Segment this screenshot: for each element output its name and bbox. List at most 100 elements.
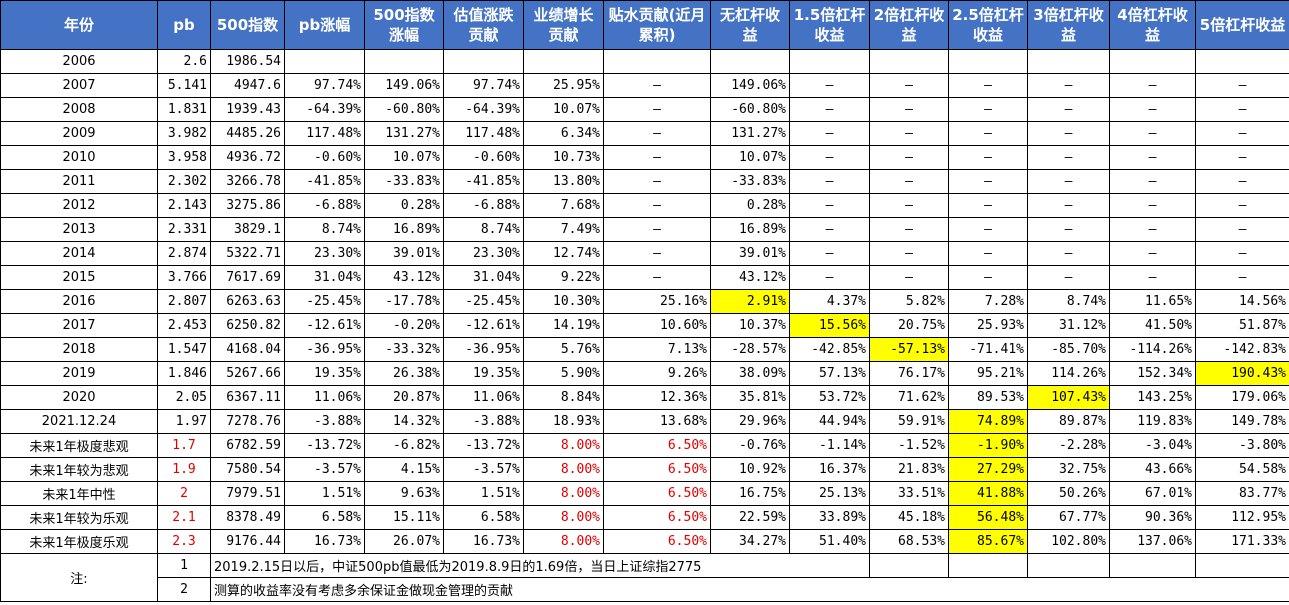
cell-return-1-5x: – — [789, 217, 870, 242]
cell-return-3x: 102.80% — [1027, 529, 1110, 554]
cell-year: 2013 — [0, 217, 158, 242]
cell-return-5x — [1195, 49, 1289, 74]
cell-return-2x: – — [869, 73, 949, 98]
cell-index: 7617.69 — [210, 265, 285, 290]
cell-valuation: -6.88% — [443, 193, 524, 218]
cell-pb-change: 97.74% — [284, 73, 365, 98]
cell-return-1x: 34.27% — [710, 529, 790, 554]
cell-earnings: 7.68% — [523, 193, 604, 218]
cell-index: 5322.71 — [210, 241, 285, 266]
cell-index: 4936.72 — [210, 145, 285, 170]
cell-return-3x: 31.12% — [1027, 313, 1110, 338]
cell-pb: 1.97 — [157, 409, 211, 434]
cell-return-1x: 131.27% — [710, 121, 790, 146]
cell-return-1-5x: 51.40% — [789, 529, 870, 554]
cell-index-change: 26.38% — [364, 361, 444, 386]
cell-earnings: 18.93% — [523, 409, 604, 434]
cell-index-change: 9.63% — [364, 481, 444, 506]
cell-year: 2021.12.24 — [0, 409, 158, 434]
cell-valuation: 8.74% — [443, 217, 524, 242]
header-return-1-5x: 1.5倍杠杆收益 — [789, 0, 870, 50]
cell-pb-change: -3.88% — [284, 409, 365, 434]
cell-discount: 13.68% — [603, 409, 711, 434]
cell-return-2-5x: – — [948, 193, 1028, 218]
cell-earnings: 7.49% — [523, 217, 604, 242]
table-row: 2007 5.141 4947.6 97.74% 149.06% 97.74% 25.95%… — [0, 73, 1289, 98]
cell-index: 1986.54 — [210, 49, 285, 74]
table-row: 2014 2.874 5322.71 23.30% 39.01% 23.30% 12.74%… — [0, 241, 1289, 266]
cell-earnings: 5.90% — [523, 361, 604, 386]
cell-earnings: 5.76% — [523, 337, 604, 362]
cell-earnings: 25.95% — [523, 73, 604, 98]
cell-return-2x: 45.18% — [869, 505, 949, 530]
cell-return-4x — [1109, 49, 1196, 74]
cell-return-5x: – — [1195, 121, 1289, 146]
cell-return-4x: 41.50% — [1109, 313, 1196, 338]
cell-return-4x: – — [1109, 217, 1196, 242]
cell-earnings: 9.22% — [523, 265, 604, 290]
cell-return-2x: – — [869, 97, 949, 122]
cell-pb: 1.547 — [157, 337, 211, 362]
cell-return-4x: 152.34% — [1109, 361, 1196, 386]
cell-return-1x: -0.76% — [710, 433, 790, 458]
cell-index-change: -0.20% — [364, 313, 444, 338]
table-row: 2010 3.958 4936.72 -0.60% 10.07% -0.60% 10.73%… — [0, 145, 1289, 170]
cell-index-change: 131.27% — [364, 121, 444, 146]
table-row: 2016 2.807 6263.63 -25.45% -17.78% -25.45% 10.… — [0, 289, 1289, 314]
cell-return-4x: – — [1109, 193, 1196, 218]
cell-valuation: 117.48% — [443, 121, 524, 146]
cell-pb-change — [284, 49, 365, 74]
header-index-change: 500指数涨幅 — [364, 0, 444, 50]
cell-return-1-5x: 15.56% — [789, 313, 870, 338]
cell-return-1x: 0.28% — [710, 193, 790, 218]
cell-discount: 7.13% — [603, 337, 711, 362]
cell-valuation: 19.35% — [443, 361, 524, 386]
cell-return-2x: -57.13% — [869, 337, 949, 362]
cell-return-4x: -3.04% — [1109, 433, 1196, 458]
cell-index-change: 43.12% — [364, 265, 444, 290]
note-row: 2 测算的收益率没有考虑多余保证金做现金管理的贡献 — [1, 577, 1289, 602]
cell-return-2-5x: – — [948, 217, 1028, 242]
cell-valuation: -12.61% — [443, 313, 524, 338]
header-valuation: 估值涨跌贡献 — [443, 0, 524, 50]
table-row: 2017 2.453 6250.82 -12.61% -0.20% -12.61% 14.1… — [0, 313, 1289, 338]
cell-return-3x — [1027, 49, 1110, 74]
cell-index-change: 39.01% — [364, 241, 444, 266]
cell-return-1x: 43.12% — [710, 265, 790, 290]
table-row: 2008 1.831 1939.43 -64.39% -60.80% -64.39% 10.… — [0, 97, 1289, 122]
cell-return-3x: 107.43% — [1027, 385, 1110, 410]
cell-index: 3275.86 — [210, 193, 285, 218]
cell-return-4x: – — [1109, 73, 1196, 98]
cell-return-2-5x: – — [948, 265, 1028, 290]
table-row: 2020 2.05 6367.11 11.06% 20.87% 11.06% 8.84% 12… — [0, 385, 1289, 410]
cell-pb-change: 23.30% — [284, 241, 365, 266]
header-return-2x: 2倍杠杆收益 — [869, 0, 949, 50]
cell-return-2-5x: 56.48% — [948, 505, 1028, 530]
cell-earnings: 13.80% — [523, 169, 604, 194]
cell-index: 4485.26 — [210, 121, 285, 146]
cell-index-change: -33.32% — [364, 337, 444, 362]
cell-discount: – — [603, 121, 711, 146]
cell-return-3x: 67.77% — [1027, 505, 1110, 530]
cell-return-3x: – — [1027, 97, 1110, 122]
cell-return-1-5x: – — [789, 73, 870, 98]
header-pb: pb — [157, 0, 211, 50]
cell-year: 2009 — [0, 121, 158, 146]
empty-cell — [1027, 553, 1110, 578]
cell-return-2x: – — [869, 121, 949, 146]
cell-return-4x: – — [1109, 241, 1196, 266]
cell-return-1x: 39.01% — [710, 241, 790, 266]
cell-discount: – — [603, 217, 711, 242]
cell-index: 9176.44 — [210, 529, 285, 554]
cell-return-2x: 21.83% — [869, 457, 949, 482]
cell-return-5x: – — [1195, 193, 1289, 218]
cell-return-1x: 2.91% — [710, 289, 790, 314]
cell-return-1x: 22.59% — [710, 505, 790, 530]
cell-return-3x: – — [1027, 73, 1110, 98]
cell-return-1-5x: 57.13% — [789, 361, 870, 386]
cell-return-5x: – — [1195, 241, 1289, 266]
cell-index-change: 15.11% — [364, 505, 444, 530]
cell-return-1x: 29.96% — [710, 409, 790, 434]
table-row: 2021.12.24 1.97 7278.76 -3.88% 14.32% -3.88% 1… — [0, 409, 1289, 434]
